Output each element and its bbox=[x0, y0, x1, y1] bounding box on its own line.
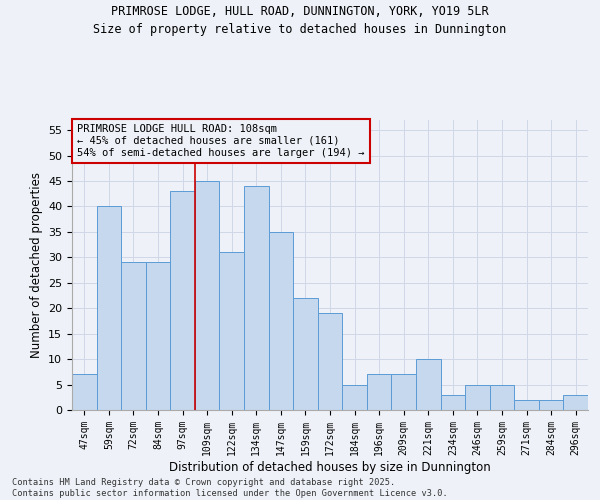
Bar bbox=[269, 232, 293, 410]
Text: Size of property relative to detached houses in Dunnington: Size of property relative to detached ho… bbox=[94, 22, 506, 36]
Bar bbox=[391, 374, 416, 410]
Bar bbox=[490, 384, 514, 410]
X-axis label: Distribution of detached houses by size in Dunnington: Distribution of detached houses by size … bbox=[169, 460, 491, 473]
Y-axis label: Number of detached properties: Number of detached properties bbox=[29, 172, 43, 358]
Bar bbox=[293, 298, 318, 410]
Text: PRIMROSE LODGE HULL ROAD: 108sqm
← 45% of detached houses are smaller (161)
54% : PRIMROSE LODGE HULL ROAD: 108sqm ← 45% o… bbox=[77, 124, 365, 158]
Bar bbox=[220, 252, 244, 410]
Bar bbox=[440, 394, 465, 410]
Bar bbox=[318, 314, 342, 410]
Bar bbox=[97, 206, 121, 410]
Bar bbox=[514, 400, 539, 410]
Bar bbox=[342, 384, 367, 410]
Bar bbox=[195, 181, 220, 410]
Bar bbox=[244, 186, 269, 410]
Bar bbox=[416, 359, 440, 410]
Bar bbox=[539, 400, 563, 410]
Bar bbox=[465, 384, 490, 410]
Bar bbox=[72, 374, 97, 410]
Bar bbox=[170, 191, 195, 410]
Text: PRIMROSE LODGE, HULL ROAD, DUNNINGTON, YORK, YO19 5LR: PRIMROSE LODGE, HULL ROAD, DUNNINGTON, Y… bbox=[111, 5, 489, 18]
Text: Contains HM Land Registry data © Crown copyright and database right 2025.
Contai: Contains HM Land Registry data © Crown c… bbox=[12, 478, 448, 498]
Bar bbox=[367, 374, 391, 410]
Bar bbox=[146, 262, 170, 410]
Bar bbox=[563, 394, 588, 410]
Bar bbox=[121, 262, 146, 410]
